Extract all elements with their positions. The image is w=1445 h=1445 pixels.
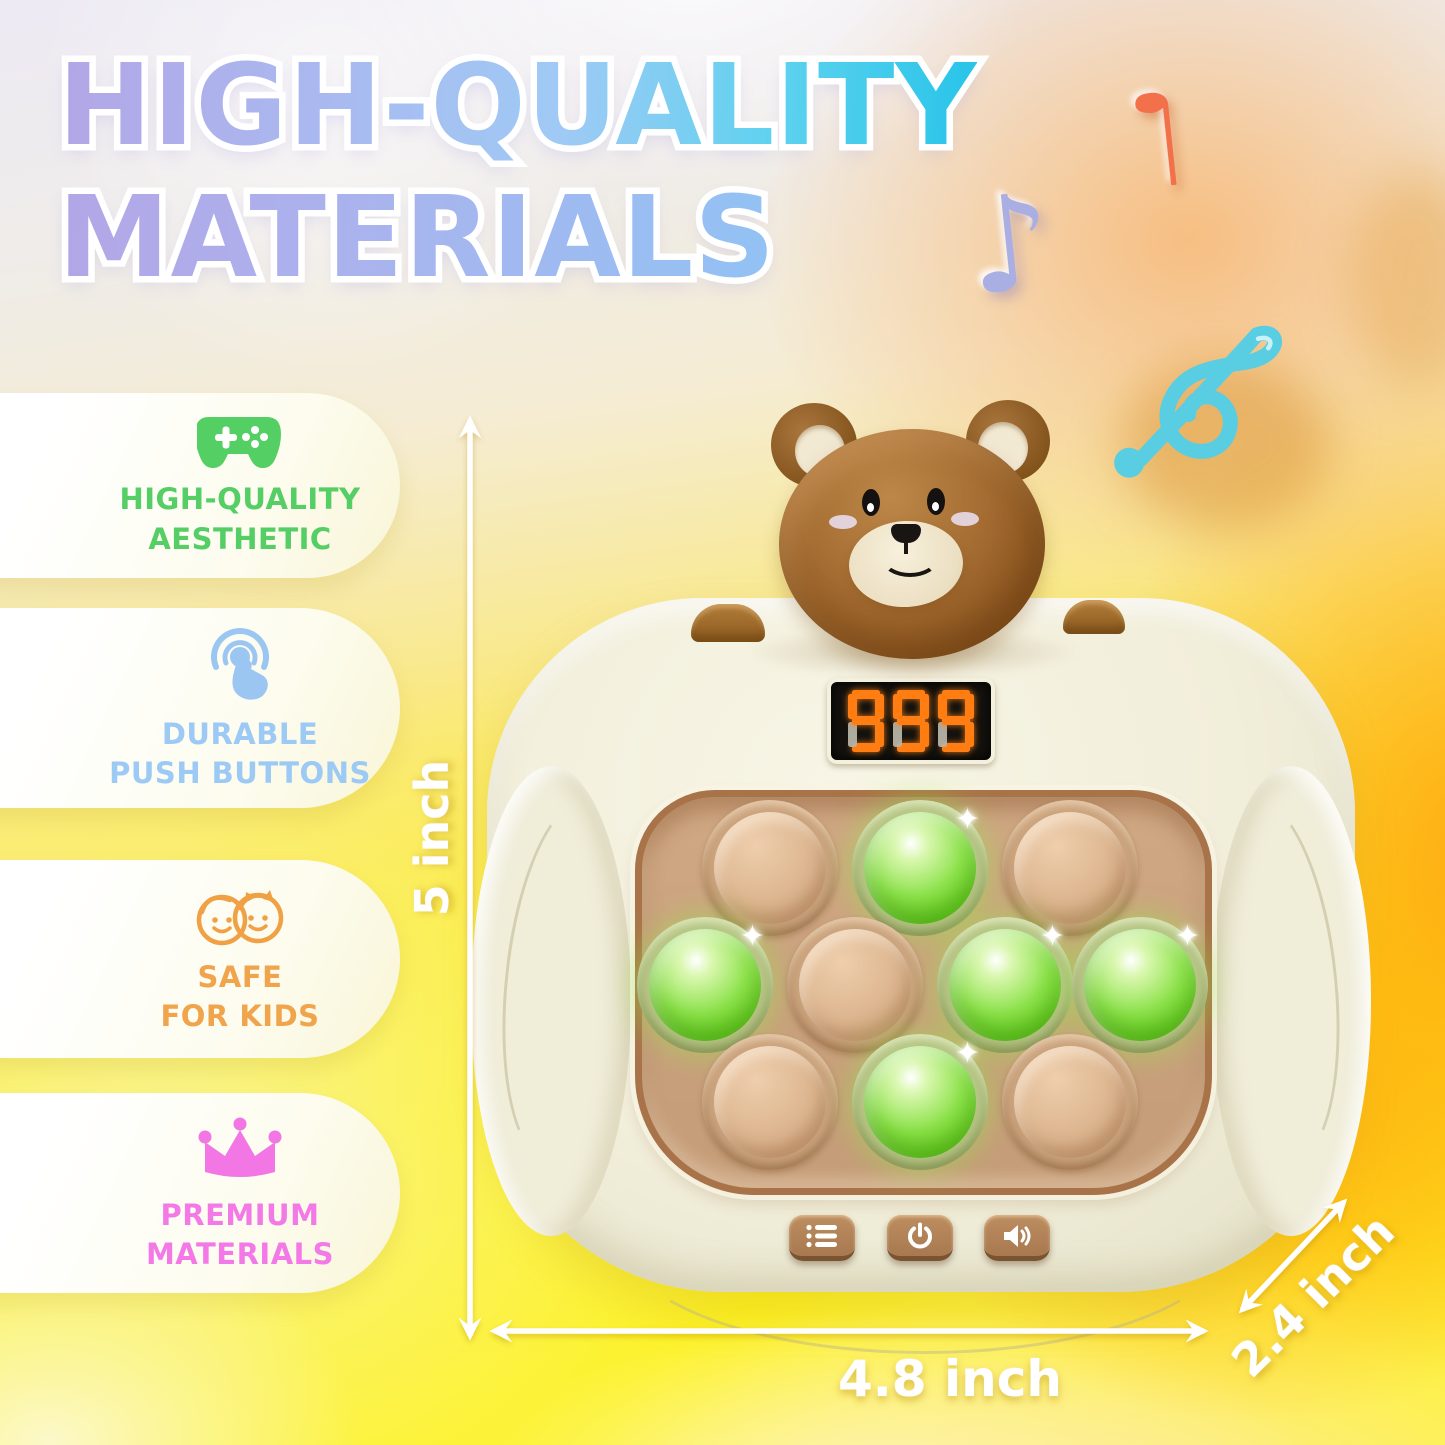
- bear-eye-icon: [862, 489, 880, 516]
- body-seam: [617, 1118, 1233, 1354]
- pop-bubble-green: ✦: [852, 800, 988, 936]
- width-dimension-label: 4.8 inch: [838, 1350, 1062, 1408]
- bear-cheek: [829, 515, 857, 529]
- seven-segment-digit: [848, 690, 884, 752]
- pop-bubble-tan: [1002, 800, 1138, 936]
- pop-bubble-green: ✦: [852, 1034, 988, 1170]
- score-display: [827, 678, 995, 764]
- feature-label: PREMIUM MATERIALS: [145, 1197, 335, 1271]
- power-icon: [908, 1222, 932, 1248]
- title-line-2-outline: MATERIALS: [52, 167, 782, 310]
- sparkle-icon: ✦: [739, 919, 765, 954]
- pop-game-console: ✦ ✦ ✦ ✦ ✦: [471, 598, 1371, 1354]
- grip-seam: [486, 792, 650, 1170]
- sparkle-icon: ✦: [1039, 919, 1065, 954]
- sparkle-icon: ✦: [954, 1036, 980, 1071]
- pop-bubble-green: ✦: [1072, 917, 1208, 1053]
- bear-head: [771, 400, 1050, 659]
- title-line-2: MATERIALS MATERIALS: [52, 167, 782, 310]
- bear-cheek: [951, 512, 979, 526]
- kids-icon: [196, 889, 284, 946]
- sparkle-icon: ✦: [954, 802, 980, 837]
- volume-button: [984, 1215, 1050, 1261]
- crown-icon: [198, 1117, 282, 1177]
- title-line-1: HIGH-QUALITY HIGH-QUALITY: [51, 34, 982, 177]
- bear-paw: [1063, 600, 1125, 634]
- pop-bubble-tan: [702, 1034, 838, 1170]
- grip-seam: [1192, 792, 1356, 1170]
- pop-bubble-tan: [787, 917, 923, 1053]
- pop-bubble-green: ✦: [937, 917, 1073, 1053]
- tap-icon: [211, 627, 269, 700]
- sparkle-icon: ✦: [1174, 919, 1200, 954]
- feature-label: HIGH-QUALITY AESTHETIC: [119, 482, 361, 556]
- treble-clef-icon: [1114, 325, 1282, 478]
- feature-label: SAFE FOR KIDS: [160, 959, 320, 1033]
- pop-bubble-green: ✦: [637, 917, 773, 1053]
- feature-badge-aesthetic: HIGH-QUALITY AESTHETIC: [0, 393, 400, 578]
- menu-icon: [806, 1224, 837, 1247]
- pop-bubble-tan: [702, 800, 838, 936]
- bubble-tray: ✦ ✦ ✦ ✦ ✦: [635, 790, 1212, 1195]
- bear-smile: [882, 542, 938, 577]
- bear-paw: [691, 604, 765, 642]
- menu-button: [789, 1215, 855, 1261]
- bear-eye-icon: [927, 488, 945, 515]
- bear-nose-icon: [891, 524, 921, 543]
- gamepad-icon: [197, 417, 281, 469]
- feature-badge-safety: SAFE FOR KIDS: [0, 860, 400, 1058]
- power-button: [887, 1215, 953, 1261]
- pop-bubble-tan: [1002, 1034, 1138, 1170]
- title-line-1-outline: HIGH-QUALITY: [51, 34, 982, 177]
- seven-segment-digit: [938, 690, 974, 752]
- height-dimension-label: 5 inch: [405, 759, 459, 917]
- speaker-icon: [1004, 1224, 1031, 1247]
- feature-badge-materials: PREMIUM MATERIALS: [0, 1093, 400, 1293]
- page-title: HIGH-QUALITY HIGH-QUALITY MATERIALS MATE…: [51, 34, 982, 310]
- feature-badge-buttons: DURABLE PUSH BUTTONS: [0, 608, 400, 808]
- seven-segment-digit: [893, 690, 929, 752]
- feature-label: DURABLE PUSH BUTTONS: [109, 716, 371, 790]
